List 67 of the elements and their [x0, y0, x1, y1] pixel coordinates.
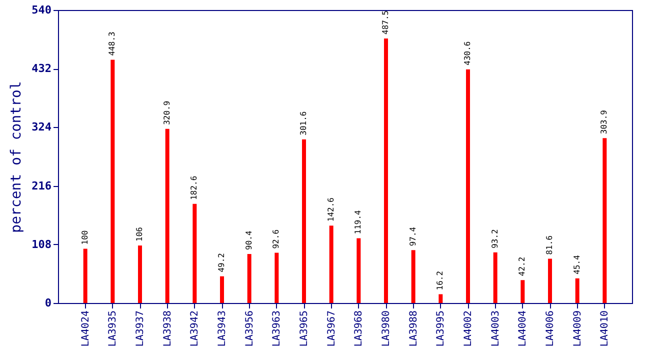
data-label: 430.6 — [463, 41, 472, 66]
bar — [411, 250, 416, 303]
data-label: 16.2 — [436, 270, 445, 290]
bar — [110, 60, 115, 303]
bar — [165, 128, 170, 303]
data-label: 45.4 — [572, 254, 582, 274]
data-label: 487.5 — [381, 10, 390, 34]
bar — [384, 38, 388, 303]
data-label: 320.9 — [162, 100, 172, 125]
x-tick-label: LA4004 — [518, 310, 529, 347]
y-tick-label: 0 — [44, 296, 52, 310]
y-tick-label: 216 — [32, 179, 52, 192]
x-tick-label: LA3938 — [162, 310, 174, 347]
x-tick-label: LA3942 — [190, 310, 201, 347]
x-tick-label: LA3935 — [108, 310, 119, 347]
y-tick-label: 540 — [32, 4, 52, 16]
y-tick-label: 432 — [32, 62, 52, 76]
data-label: 81.6 — [545, 235, 554, 255]
x-tick-label: LA4002 — [463, 310, 474, 347]
data-label: 106 — [135, 226, 144, 242]
bar — [575, 278, 580, 303]
bar — [356, 238, 361, 303]
x-tick-label: LA3943 — [217, 310, 228, 347]
bar — [548, 258, 552, 303]
x-tick-label: LA4003 — [490, 310, 502, 347]
x-tick-label: LA3963 — [272, 310, 283, 347]
bar — [302, 139, 306, 303]
data-label: 92.6 — [272, 229, 281, 249]
bar — [220, 276, 224, 303]
x-tick-label: LA3937 — [135, 310, 146, 347]
data-label: 301.6 — [299, 111, 308, 136]
x-tick-label: LA4010 — [600, 310, 611, 347]
x-tick-label: LA3967 — [326, 310, 338, 347]
data-label: 119.4 — [354, 210, 363, 234]
data-label: 97.4 — [408, 226, 418, 246]
data-label: 303.9 — [600, 110, 609, 134]
bar — [520, 280, 525, 303]
data-label: 142.6 — [326, 197, 336, 222]
data-label: 100 — [80, 230, 90, 245]
data-label: 49.2 — [217, 252, 226, 272]
x-tick-label: LA3995 — [436, 310, 447, 347]
bar — [493, 252, 498, 303]
x-tick-label: LA4024 — [80, 310, 92, 347]
bar — [274, 252, 279, 303]
bar — [138, 245, 142, 303]
y-tick-label: 108 — [32, 238, 52, 251]
x-tick-label: LA3965 — [299, 310, 310, 347]
data-label: 93.2 — [490, 228, 500, 248]
x-tick-label: LA4006 — [545, 310, 556, 347]
data-label: 182.6 — [190, 176, 199, 200]
data-label: 42.2 — [518, 256, 527, 276]
bar — [329, 226, 334, 303]
y-axis-title: percent of control — [8, 81, 25, 233]
x-tick-label: LA3968 — [354, 310, 365, 347]
x-tick-label: LA4009 — [572, 310, 584, 347]
x-tick-label: LA3956 — [244, 310, 256, 347]
x-tick-label: LA3980 — [381, 310, 392, 347]
bar — [602, 138, 607, 303]
y-tick-label: 324 — [32, 120, 52, 134]
x-tick-label: LA3988 — [408, 310, 420, 347]
bar — [438, 294, 443, 303]
data-label: 448.3 — [108, 31, 117, 56]
bar — [466, 69, 470, 303]
bar — [247, 254, 252, 303]
bar — [192, 204, 197, 303]
bar — [83, 248, 88, 303]
data-label: 90.4 — [244, 230, 254, 250]
